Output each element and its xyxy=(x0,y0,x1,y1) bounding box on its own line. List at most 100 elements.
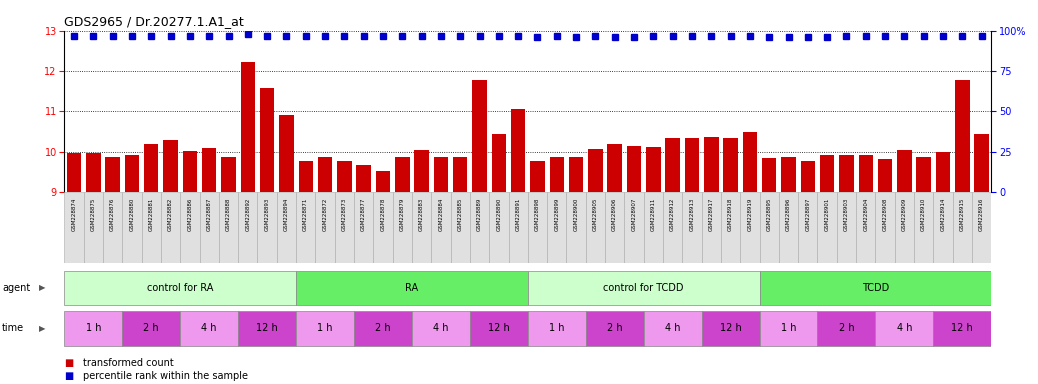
Bar xyxy=(585,192,605,263)
Bar xyxy=(489,192,509,263)
Bar xyxy=(760,271,991,305)
Text: GSM228909: GSM228909 xyxy=(902,198,907,231)
Bar xyxy=(818,192,837,263)
Bar xyxy=(181,192,199,263)
Text: 1 h: 1 h xyxy=(781,323,796,333)
Bar xyxy=(395,157,410,192)
Text: GSM228891: GSM228891 xyxy=(516,198,521,231)
Text: GSM228892: GSM228892 xyxy=(245,198,250,231)
Text: GSM228890: GSM228890 xyxy=(496,198,501,231)
Bar xyxy=(742,132,757,192)
Text: GSM228913: GSM228913 xyxy=(689,198,694,231)
Bar xyxy=(955,80,969,192)
Text: time: time xyxy=(2,323,24,333)
Text: GDS2965 / Dr.20277.1.A1_at: GDS2965 / Dr.20277.1.A1_at xyxy=(64,15,244,28)
Text: agent: agent xyxy=(2,283,30,293)
Text: GSM228873: GSM228873 xyxy=(342,198,347,231)
Bar xyxy=(316,192,334,263)
Text: 4 h: 4 h xyxy=(201,323,217,333)
Bar xyxy=(607,144,622,192)
Bar xyxy=(895,192,914,263)
Text: GSM228877: GSM228877 xyxy=(361,198,366,231)
Text: GSM228907: GSM228907 xyxy=(631,198,636,231)
Text: ■: ■ xyxy=(64,358,74,368)
Bar xyxy=(527,311,585,346)
Bar xyxy=(569,157,583,192)
Text: GSM228895: GSM228895 xyxy=(767,198,771,231)
Bar xyxy=(723,138,738,192)
Bar xyxy=(103,192,122,263)
Bar xyxy=(64,311,122,346)
Bar xyxy=(897,151,911,192)
Text: GSM228914: GSM228914 xyxy=(940,198,946,231)
Bar xyxy=(354,311,412,346)
Bar xyxy=(585,311,644,346)
Text: GSM228882: GSM228882 xyxy=(168,198,173,231)
Bar xyxy=(972,192,991,263)
Text: ■: ■ xyxy=(64,371,74,381)
Text: GSM228896: GSM228896 xyxy=(786,198,791,231)
Text: GSM228903: GSM228903 xyxy=(844,198,849,231)
Bar xyxy=(492,134,507,192)
Text: GSM228888: GSM228888 xyxy=(226,198,231,231)
Bar xyxy=(354,192,374,263)
Text: GSM228919: GSM228919 xyxy=(747,198,753,231)
Text: TCDD: TCDD xyxy=(862,283,890,293)
Bar xyxy=(760,311,818,346)
Bar xyxy=(527,271,760,305)
Bar xyxy=(296,311,354,346)
Bar xyxy=(605,192,625,263)
Text: GSM228883: GSM228883 xyxy=(419,198,425,231)
Text: GSM228900: GSM228900 xyxy=(574,198,578,231)
Text: GSM228879: GSM228879 xyxy=(400,198,405,231)
Bar xyxy=(509,192,527,263)
Bar xyxy=(798,192,818,263)
Bar xyxy=(86,153,101,192)
Bar xyxy=(470,192,489,263)
Bar xyxy=(122,311,181,346)
Bar xyxy=(762,158,776,192)
Bar xyxy=(412,311,470,346)
Bar xyxy=(644,192,663,263)
Text: 2 h: 2 h xyxy=(839,323,854,333)
Text: 12 h: 12 h xyxy=(256,323,278,333)
Text: GSM228889: GSM228889 xyxy=(477,198,482,231)
Text: 12 h: 12 h xyxy=(488,323,510,333)
Text: 2 h: 2 h xyxy=(607,323,623,333)
Bar xyxy=(914,192,933,263)
Text: GSM228874: GSM228874 xyxy=(72,198,77,231)
Text: GSM228906: GSM228906 xyxy=(612,198,618,231)
Bar xyxy=(299,161,313,192)
Text: GSM228918: GSM228918 xyxy=(728,198,733,231)
Text: 4 h: 4 h xyxy=(665,323,680,333)
Bar xyxy=(511,109,525,192)
Text: ▶: ▶ xyxy=(39,324,46,333)
Text: 4 h: 4 h xyxy=(433,323,448,333)
Bar xyxy=(530,161,545,192)
Text: control for RA: control for RA xyxy=(147,283,214,293)
Text: GSM228901: GSM228901 xyxy=(824,198,829,231)
Text: GSM228915: GSM228915 xyxy=(960,198,965,231)
Text: GSM228899: GSM228899 xyxy=(554,198,559,231)
Text: GSM228886: GSM228886 xyxy=(188,198,192,231)
Bar xyxy=(279,114,294,192)
Bar xyxy=(837,192,856,263)
Bar xyxy=(878,159,893,192)
Bar xyxy=(472,80,487,192)
Text: GSM228917: GSM228917 xyxy=(709,198,714,231)
Text: GSM228887: GSM228887 xyxy=(207,198,212,231)
Text: GSM228881: GSM228881 xyxy=(148,198,154,231)
Text: control for TCDD: control for TCDD xyxy=(603,283,684,293)
Text: GSM228875: GSM228875 xyxy=(90,198,95,231)
Text: GSM228876: GSM228876 xyxy=(110,198,115,231)
Bar xyxy=(820,155,835,192)
Bar xyxy=(296,271,528,305)
Text: percentile rank within the sample: percentile rank within the sample xyxy=(83,371,248,381)
Bar xyxy=(431,192,450,263)
Bar xyxy=(221,157,236,192)
Bar xyxy=(547,192,567,263)
Bar xyxy=(337,161,352,192)
Bar xyxy=(663,192,682,263)
Bar xyxy=(917,157,931,192)
Text: RA: RA xyxy=(406,283,418,293)
